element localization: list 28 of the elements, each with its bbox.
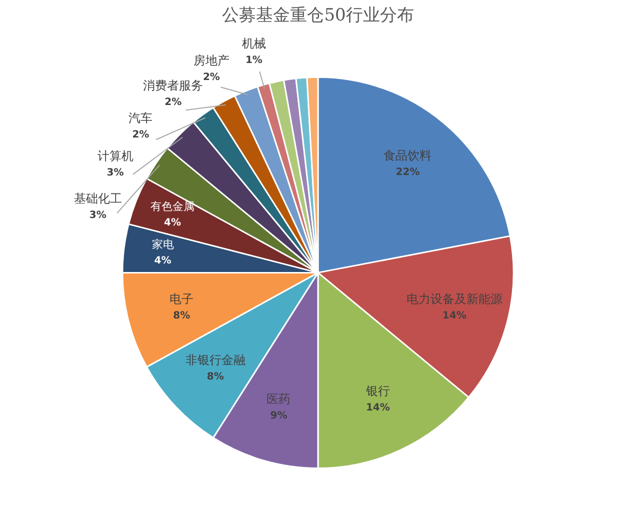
slice-label: 家电 bbox=[152, 238, 174, 251]
slice-label: 食品饮料 bbox=[384, 148, 432, 162]
data-label: 22% bbox=[396, 166, 420, 178]
chart-title: 公募基金重仓50行业分布 bbox=[222, 6, 414, 26]
slice-label: 机械 bbox=[242, 36, 266, 50]
slice-label: 非银行金融 bbox=[185, 353, 246, 368]
slice-label: 银行 bbox=[364, 384, 390, 398]
slice-label: 医药 bbox=[266, 392, 291, 406]
data-label: 2% bbox=[202, 72, 220, 83]
data-label: 9% bbox=[270, 410, 288, 422]
data-label: 4% bbox=[154, 256, 172, 267]
slice-label: 基础化工 bbox=[74, 192, 122, 206]
data-label: 1% bbox=[245, 54, 262, 66]
data-label: 4% bbox=[164, 218, 182, 229]
slice-label: 消费者服务 bbox=[143, 78, 204, 93]
data-label: 3% bbox=[106, 168, 124, 179]
slice-label: 电子 bbox=[170, 292, 194, 306]
data-label: 14% bbox=[442, 310, 466, 322]
data-label: 14% bbox=[366, 402, 390, 414]
data-label: 3% bbox=[89, 210, 106, 222]
data-label: 2% bbox=[164, 97, 182, 108]
data-label: 8% bbox=[206, 372, 224, 383]
slice-label: 房地产 bbox=[193, 54, 230, 68]
slice-label: 汽车 bbox=[128, 111, 153, 126]
data-label: 8% bbox=[173, 310, 190, 322]
slice-label: 计算机 bbox=[97, 149, 134, 164]
slice-label: 电力设备及新能源 bbox=[406, 292, 502, 306]
data-label: 2% bbox=[132, 130, 150, 141]
